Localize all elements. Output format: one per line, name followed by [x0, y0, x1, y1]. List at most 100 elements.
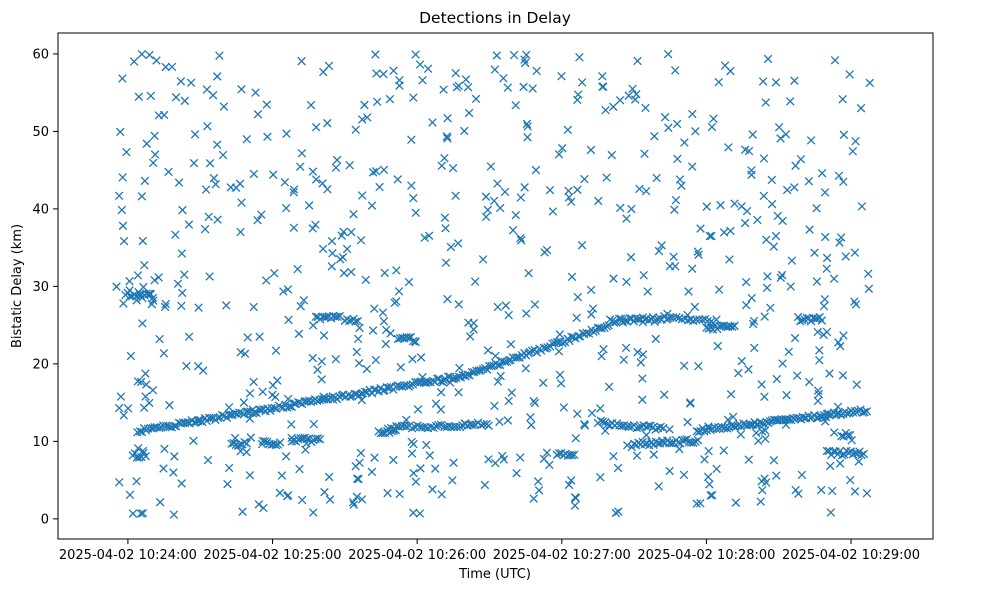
clutter-point	[194, 303, 203, 312]
clutter-point	[420, 233, 429, 243]
clutter-point	[504, 310, 513, 320]
clutter-point	[577, 240, 587, 250]
clutter-point	[273, 376, 282, 385]
clutter-point	[323, 118, 332, 128]
clutter-point	[609, 274, 618, 283]
clutter-point	[596, 473, 605, 482]
track-point	[603, 420, 612, 429]
clutter-point	[115, 127, 125, 137]
track-point	[755, 418, 765, 427]
clutter-point	[351, 461, 360, 471]
clutter-point	[580, 174, 589, 184]
clutter-point	[763, 54, 773, 64]
clutter-point	[492, 51, 502, 60]
clutter-point	[688, 109, 697, 119]
track-point	[183, 418, 192, 427]
clutter-point	[663, 309, 672, 319]
clutter-point	[311, 123, 321, 132]
clutter-point	[371, 50, 380, 59]
clutter-point	[318, 179, 327, 188]
track-point	[413, 421, 422, 430]
clutter-point	[308, 353, 318, 363]
clutter-point	[519, 82, 528, 92]
clutter-point	[190, 130, 200, 139]
clutter-point	[812, 204, 821, 213]
clutter-point	[685, 399, 695, 408]
track-point	[692, 315, 701, 324]
clutter-point	[383, 488, 392, 498]
clutter-point	[319, 331, 329, 340]
clutter-point	[174, 178, 184, 187]
clutter-point	[506, 339, 516, 349]
clutter-point	[627, 204, 636, 214]
clutter-point	[503, 416, 513, 425]
clutter-point	[140, 260, 149, 270]
clutter-point	[794, 489, 803, 498]
clutter-point	[632, 451, 642, 460]
clutter-point	[762, 235, 771, 244]
clutter-point	[490, 65, 500, 74]
clutter-point	[443, 294, 452, 304]
clutter-point	[817, 168, 827, 178]
clutter-point	[526, 420, 536, 430]
clutter-point	[119, 299, 128, 308]
cluster-point	[554, 449, 564, 458]
clutter-point	[504, 396, 513, 406]
clutter-point	[440, 213, 450, 222]
clutter-point	[548, 207, 558, 216]
clutter-point	[516, 233, 525, 243]
clutter-point	[555, 370, 565, 380]
clutter-point	[150, 131, 159, 141]
track-point	[384, 383, 394, 392]
clutter-point	[670, 205, 679, 214]
clutter-point	[573, 292, 583, 302]
track-point	[513, 353, 522, 362]
clutter-point	[407, 181, 416, 190]
clutter-point	[411, 50, 420, 59]
clutter-point	[825, 369, 834, 378]
clutter-point	[835, 238, 844, 247]
clutter-point	[696, 224, 705, 233]
clutter-point	[845, 70, 854, 79]
clutter-point	[530, 398, 540, 408]
clutter-point	[243, 333, 252, 342]
y-axis-label: Bistatic Delay (km)	[10, 224, 25, 348]
x-tick-label: 2025-04-02 10:28:00	[637, 548, 775, 563]
clutter-point	[356, 235, 366, 245]
clutter-point	[539, 454, 549, 464]
clutter-point	[138, 446, 148, 456]
clutter-point	[123, 404, 133, 413]
clutter-point	[754, 436, 763, 446]
clutter-point	[633, 347, 642, 357]
track-point	[242, 407, 251, 416]
clutter-point	[777, 270, 787, 280]
clutter-point	[154, 111, 164, 120]
clutter-point	[381, 325, 391, 335]
clutter-point	[342, 244, 352, 254]
track-point	[621, 316, 630, 326]
clutter-point	[533, 477, 543, 486]
clutter-point	[231, 183, 241, 192]
clutter-point	[740, 218, 750, 228]
clutter-point	[445, 378, 455, 387]
clutter-point	[597, 352, 606, 361]
clutter-point	[760, 426, 770, 435]
clutter-point	[499, 73, 508, 83]
clutter-point	[633, 56, 642, 66]
clutter-point	[664, 123, 673, 133]
clutter-point	[572, 313, 581, 323]
clutter-point	[526, 413, 535, 422]
clutter-point	[791, 161, 800, 170]
clutter-point	[430, 464, 440, 473]
clutter-point	[161, 62, 170, 72]
clutter-point	[713, 341, 723, 351]
track-point	[407, 423, 417, 433]
track-point	[698, 315, 707, 324]
clutter-point	[193, 361, 203, 371]
x-tick-label: 2025-04-02 10:29:00	[782, 548, 920, 563]
clutter-point	[394, 287, 404, 296]
clutter-point	[509, 50, 519, 60]
clutter-point	[281, 452, 291, 461]
clutter-point	[554, 150, 564, 159]
clutter-point	[522, 119, 532, 129]
